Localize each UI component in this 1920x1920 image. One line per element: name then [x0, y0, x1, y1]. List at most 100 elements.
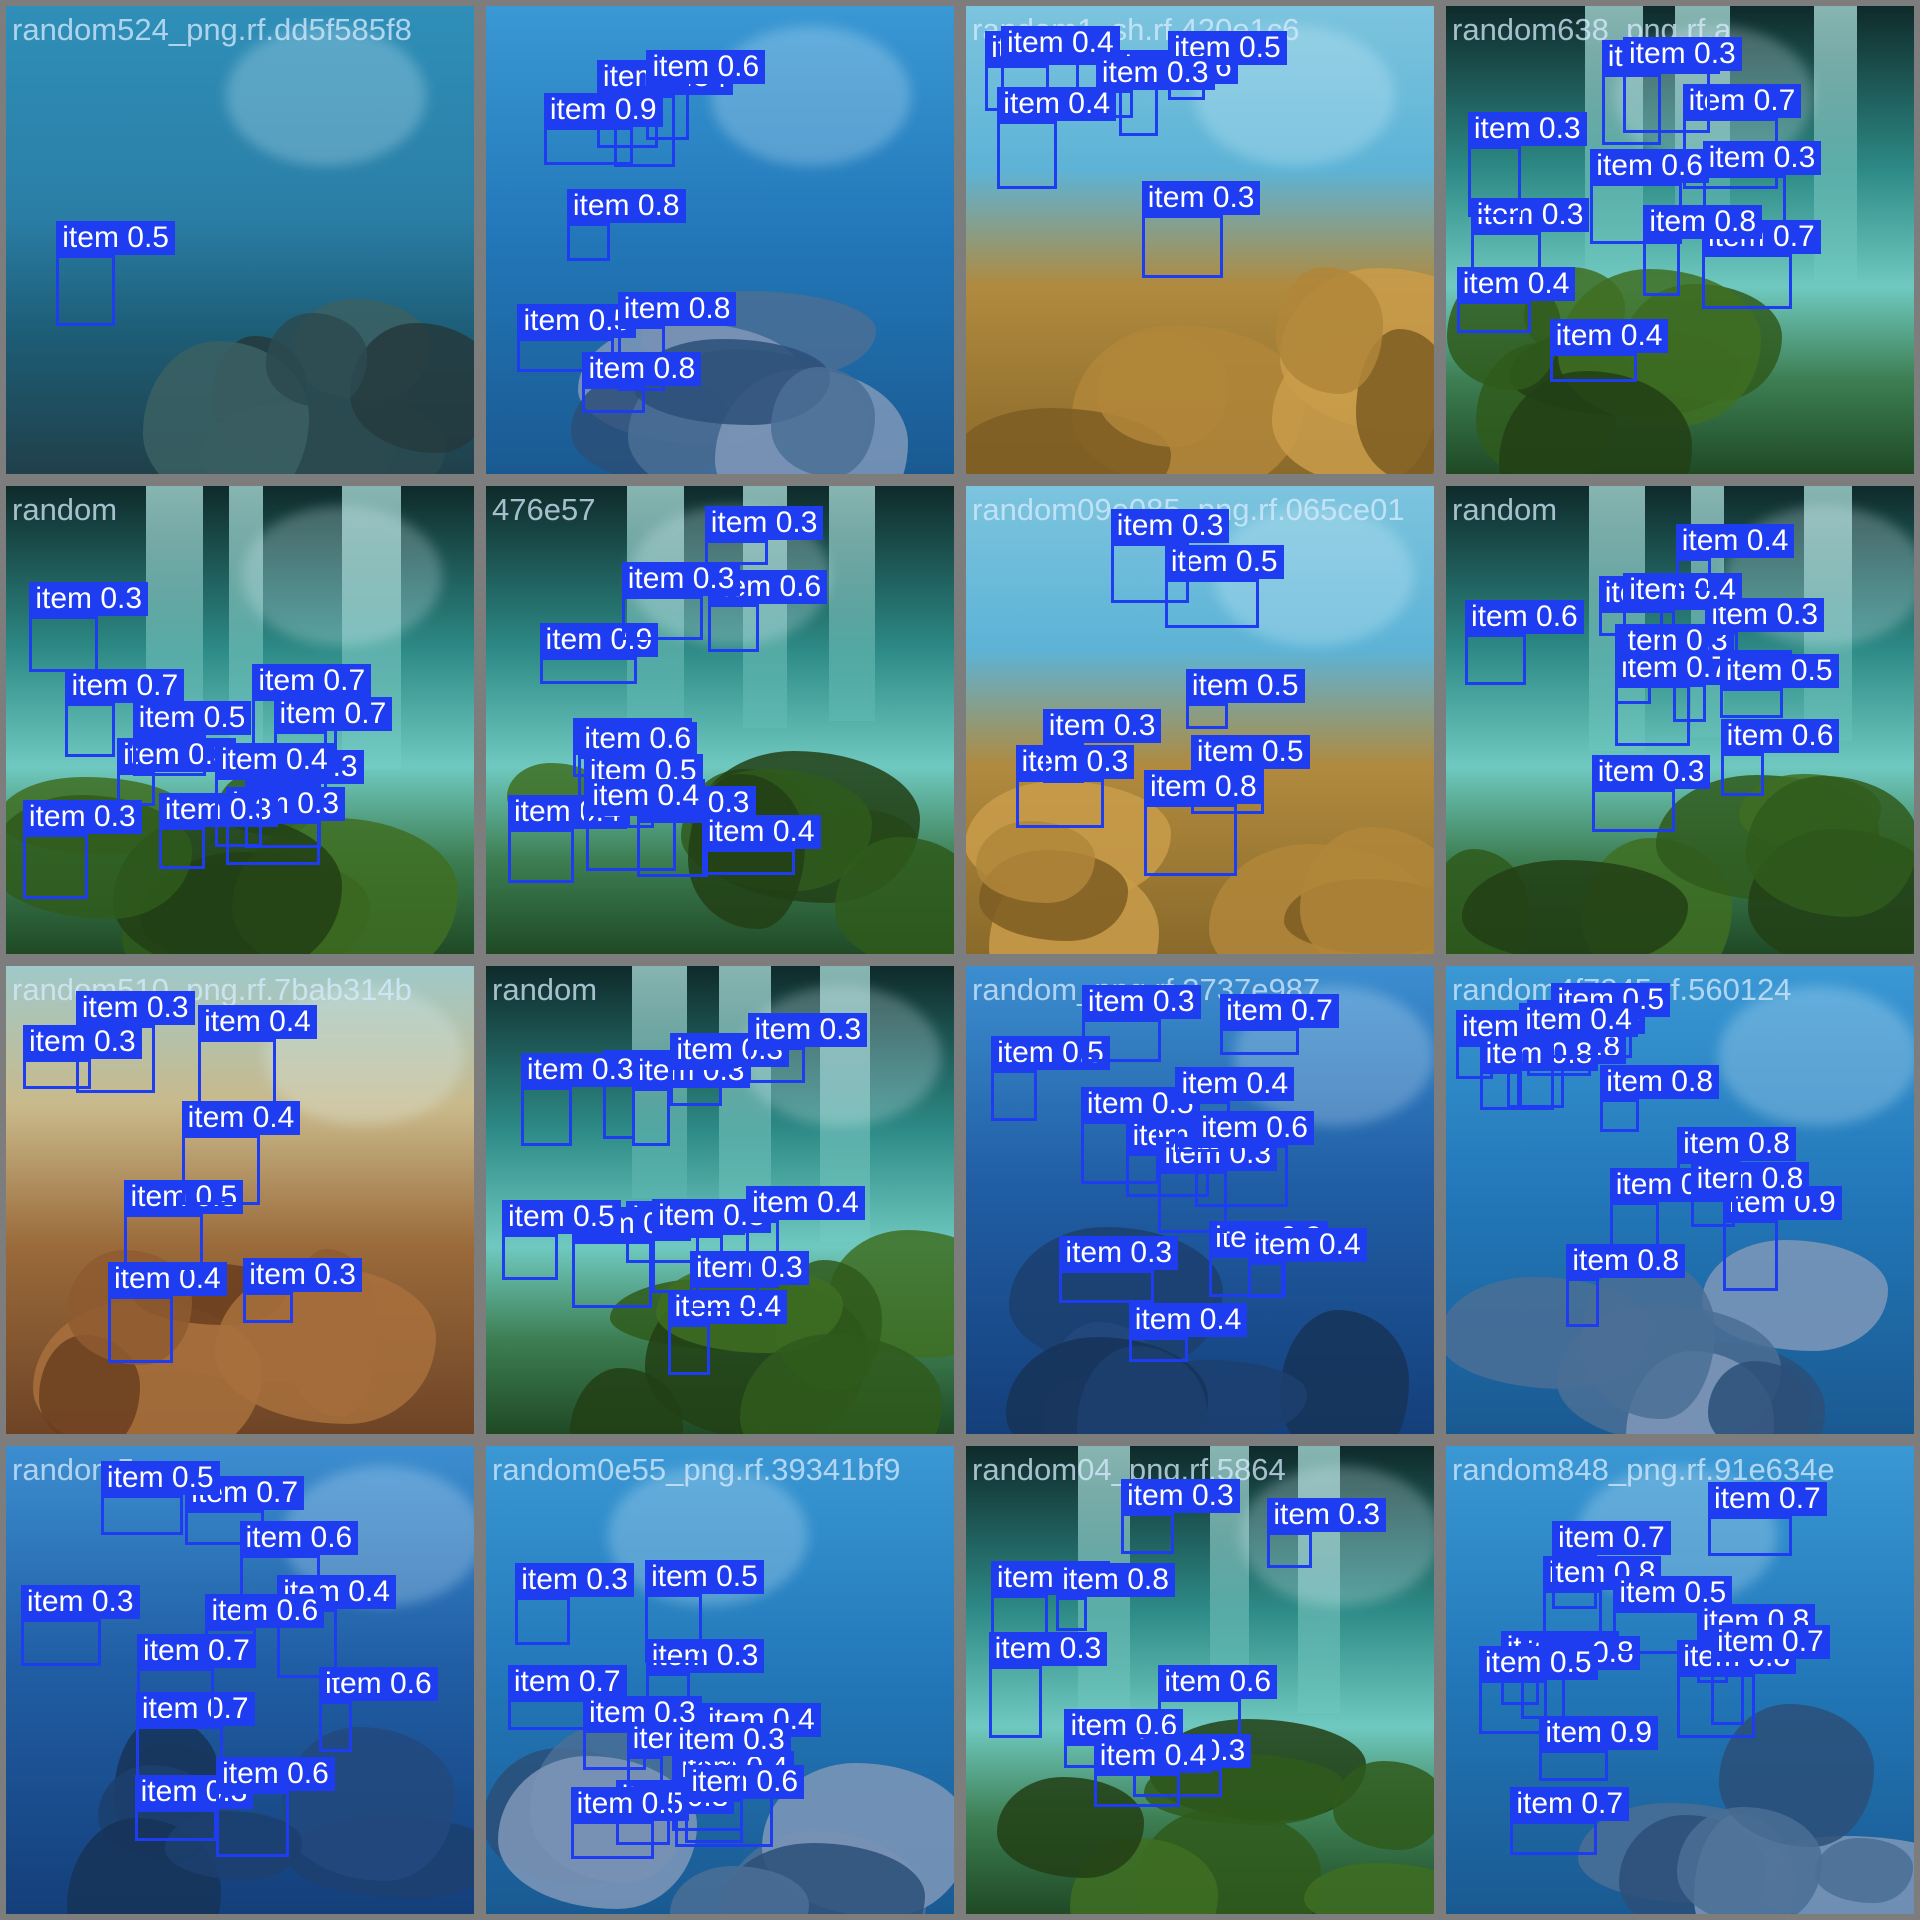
detection-box: [991, 1070, 1037, 1122]
seabed-rock: [265, 313, 368, 408]
detection-box: [701, 849, 795, 875]
detection-box: [621, 595, 703, 641]
detection-box: [56, 254, 116, 326]
detection-label: item 0.3: [1042, 709, 1162, 744]
detection-box: [20, 1619, 101, 1666]
detection-label: item 0.5: [100, 1461, 220, 1496]
light-glow: [241, 506, 442, 646]
detection-box: [137, 1667, 215, 1722]
detection-label: item 0.5: [570, 1787, 690, 1822]
detection-label: item 0.7: [1510, 1786, 1630, 1821]
detection-label: item 0.8: [1143, 770, 1263, 805]
seabed-rock: [1745, 775, 1914, 917]
seabed-rock: [1581, 1255, 1715, 1420]
detection-box: [586, 812, 676, 871]
detection-label: item 0.7: [273, 696, 393, 731]
detection-label: item 0.6: [205, 1593, 325, 1628]
detection-label: item 0.5: [645, 1560, 764, 1595]
light-glow: [225, 26, 426, 166]
detection-box: [29, 615, 98, 672]
detection-box: [1164, 578, 1259, 629]
detection-box: [1185, 703, 1229, 729]
detection-box: [1456, 300, 1531, 334]
detection-label: item 0.4: [1247, 1228, 1367, 1263]
detection-box: [1677, 1161, 1742, 1202]
detection-label: item 0.3: [621, 561, 741, 596]
detection-label: item 0.9: [543, 93, 663, 128]
image-filename: 476e57: [492, 492, 596, 527]
mosaic-tile: random5 item 0.7 item 0.6 item 0.7 item 0.7 i…: [6, 1446, 474, 1914]
detection-label: item 0.7: [1682, 84, 1802, 119]
detection-box: [502, 1233, 559, 1281]
detection-box: [158, 826, 206, 869]
detection-label: item 0.6: [1590, 149, 1709, 184]
detection-box: [670, 1067, 723, 1107]
light-glow: [710, 26, 911, 166]
detection-box: [239, 1555, 321, 1626]
detection-label: item 0.3: [1015, 745, 1135, 780]
detection-box: [748, 1046, 806, 1083]
detection-label: item 0.8: [566, 189, 686, 224]
detection-box: [1120, 1512, 1175, 1554]
detection-box: [988, 1665, 1042, 1739]
mosaic-tile: random510_png.rf.7bab314b item 0.4 item 0.…: [6, 966, 474, 1434]
detection-label: item 0.3: [22, 1025, 142, 1060]
detection-box: [1519, 1037, 1555, 1110]
mosaic-tile: 476e57 item 0.6 item 0.3 item 0.4 item 0.3 it…: [486, 486, 954, 954]
detection-box: [1539, 1750, 1609, 1781]
detection-box: [1643, 239, 1680, 297]
detection-box: [689, 1284, 759, 1312]
detection-label: item 0.8: [1643, 205, 1763, 240]
detection-box: [672, 1757, 743, 1832]
detection-box: [1110, 543, 1190, 603]
detection-label: item 0.3: [1120, 1478, 1240, 1513]
detection-box: [1711, 1659, 1745, 1725]
detection-box: [1141, 214, 1224, 278]
image-filename: random524_png.rf.dd5f585f8: [12, 12, 412, 47]
seabed-rock: [165, 1810, 302, 1881]
detection-box: [1267, 1531, 1313, 1569]
detection-label: item 0.8: [582, 351, 702, 386]
detection-label: item 0.6: [318, 1666, 438, 1701]
detection-label: item 0.8: [1600, 1065, 1720, 1100]
detection-box: [1247, 1262, 1284, 1298]
detection-box: [100, 1495, 184, 1535]
detection-label: item 0.7: [1220, 994, 1339, 1029]
detection-label: item 0.3: [20, 1585, 140, 1620]
seabed-rock: [1279, 1310, 1410, 1434]
detection-label: item 0.5: [1478, 1646, 1598, 1681]
seabed-rock: [1708, 1361, 1812, 1434]
image-filename: random510_png.rf.7bab314b: [12, 972, 412, 1007]
seabed-rock: [350, 323, 474, 453]
detection-box: [668, 1323, 711, 1376]
detection-box: [1623, 70, 1711, 134]
detection-box: [1510, 1820, 1597, 1855]
detection-box: [1719, 688, 1784, 719]
detection-label: item 0.5: [502, 1199, 621, 1234]
seabed-rock: [770, 366, 876, 474]
detection-label: item 0.9: [1539, 1716, 1659, 1751]
detection-box: [1465, 634, 1527, 685]
detection-label: item 0.3: [243, 1257, 362, 1292]
seabed-rock: [976, 821, 1096, 904]
detection-box: [214, 777, 262, 848]
light-glow: [1718, 986, 1914, 1126]
detection-box: [1600, 1099, 1640, 1132]
detection-box: [1128, 1336, 1189, 1362]
detection-label: item 0.4: [1675, 524, 1795, 559]
image-filename: random0e55_png.rf.39341bf9: [492, 1452, 901, 1487]
detection-box: [22, 834, 89, 899]
detection-box: [108, 1296, 173, 1364]
detection-box: [507, 829, 574, 884]
detection-box: [1479, 1070, 1521, 1111]
detection-label: item 0.3: [1467, 112, 1587, 147]
detection-label: item 0.3: [1081, 985, 1201, 1020]
detection-label: item 0.6: [578, 722, 698, 757]
detection-box: [1042, 743, 1085, 783]
detection-box: [1081, 1019, 1162, 1062]
detection-box: [1143, 804, 1237, 876]
detection-box: [1551, 1555, 1598, 1610]
detection-box: [1702, 254, 1792, 309]
